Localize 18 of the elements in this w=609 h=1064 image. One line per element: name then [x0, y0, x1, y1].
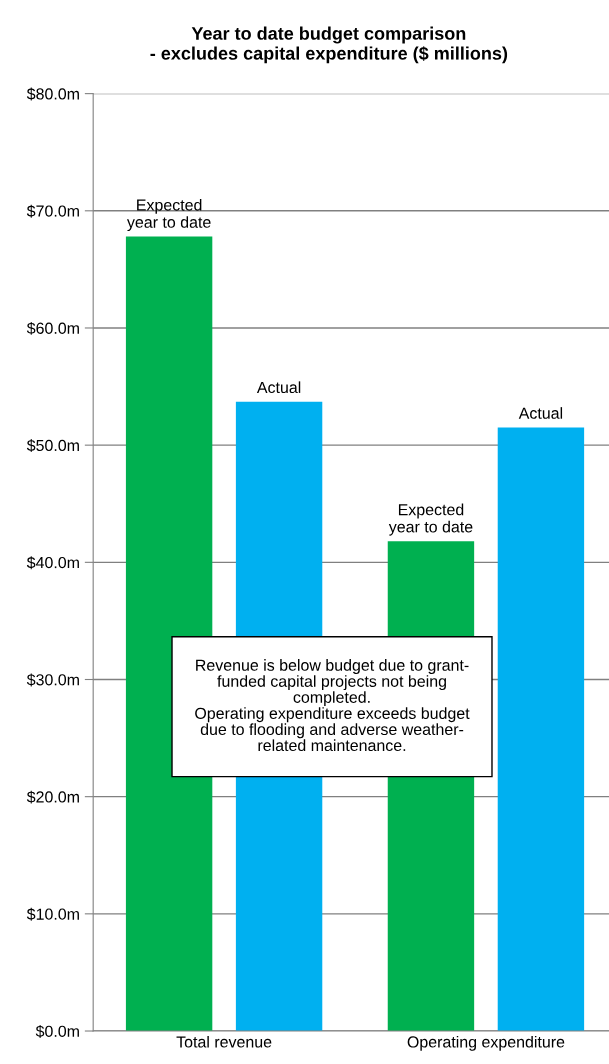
annotation: Revenue is below budget due to grant- funded capital projects not being completed. Operating expenditure exceeds budget due to flooding and adverse weather- related maintenance.	[195, 659, 470, 752]
series-label: Expected year to date	[126, 198, 211, 232]
y-tick-label: $0.0m	[35, 1024, 79, 1038]
y-tick-label: $30.0m	[26, 673, 79, 687]
y-tick-label: $20.0m	[26, 790, 79, 804]
y-tick-label: $70.0m	[26, 204, 79, 218]
bar	[497, 427, 585, 1032]
x-tick-label: Total revenue	[176, 1035, 272, 1048]
y-tick-label: $80.0m	[26, 87, 79, 101]
series-label: Actual	[518, 407, 563, 419]
y-tick-label: $60.0m	[26, 321, 79, 335]
y-tick-label: $40.0m	[26, 556, 79, 570]
text: Actual	[256, 381, 301, 394]
x-tick-label: Operating expenditure	[407, 1035, 565, 1051]
y-tick-label: $10.0m	[26, 907, 79, 921]
chart-title: Year to date budget comparison - excludes capital expenditure ($ millions)	[150, 26, 508, 64]
y-tick-label: $50.0m	[26, 439, 79, 453]
text: Expected year to date	[388, 503, 473, 536]
